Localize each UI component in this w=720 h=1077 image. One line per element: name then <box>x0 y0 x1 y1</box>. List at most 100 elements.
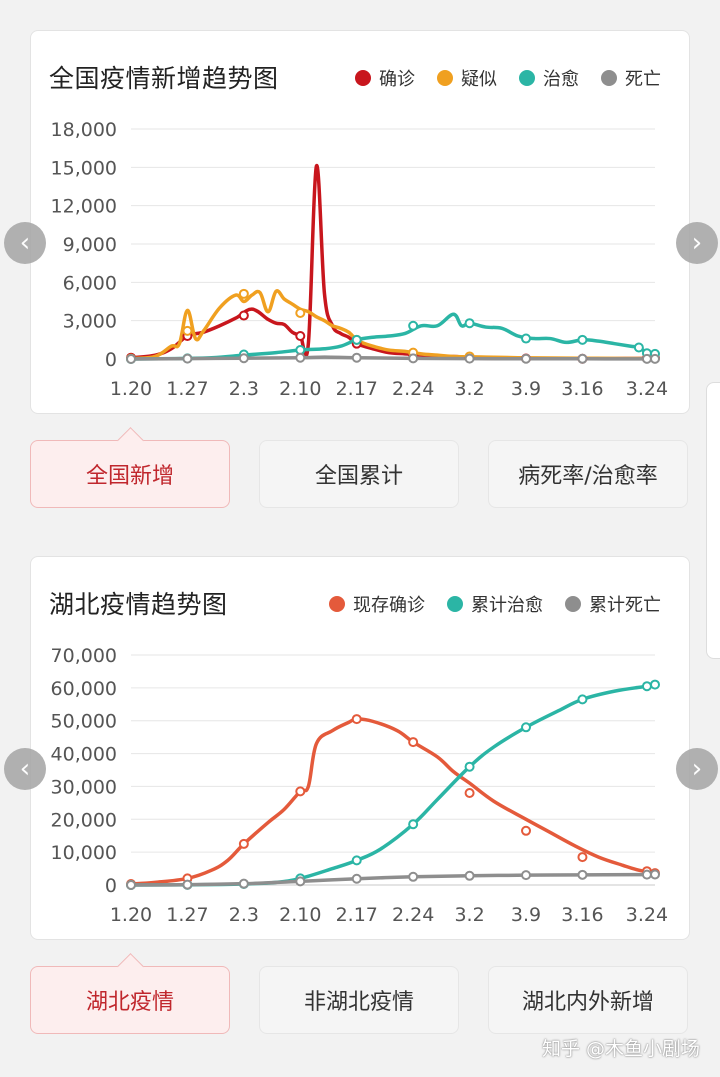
data-point[interactable] <box>464 353 475 364</box>
data-point[interactable] <box>182 879 193 890</box>
tab-label: 全国累计 <box>314 464 403 489</box>
data-point[interactable] <box>238 353 249 364</box>
tab-label: 湖北内外新增 <box>521 990 654 1015</box>
national-tabs: 全国新增 全国累计 病死率/治愈率 <box>30 427 690 508</box>
data-point[interactable] <box>641 869 652 880</box>
data-point[interactable] <box>238 310 249 321</box>
legend-dot <box>355 70 371 86</box>
legend-item-total-cured[interactable]: 累计治愈 <box>447 591 543 617</box>
data-point[interactable] <box>464 761 475 772</box>
tab-label: 病死率/治愈率 <box>518 464 658 489</box>
x-tick-label: 1.27 <box>166 904 208 926</box>
chart-title: 全国疫情新增趋势图 <box>49 64 279 93</box>
data-point[interactable] <box>577 353 588 364</box>
tab-non-hubei[interactable]: 非湖北疫情 <box>259 966 459 1034</box>
data-point[interactable] <box>464 788 475 798</box>
legend-label: 现存确诊 <box>353 595 425 616</box>
data-point[interactable] <box>464 318 475 329</box>
data-point[interactable] <box>521 870 532 881</box>
edge-panel <box>706 382 720 659</box>
x-tick-label: 1.20 <box>110 904 152 926</box>
chart1-next-button[interactable]: › <box>676 222 718 264</box>
data-point[interactable] <box>351 873 362 884</box>
series-line <box>129 872 658 887</box>
data-point[interactable] <box>641 681 652 692</box>
legend-dot <box>447 596 463 612</box>
data-point[interactable] <box>182 353 193 364</box>
legend-dot <box>565 596 581 612</box>
y-tick-label: 9,000 <box>63 234 117 256</box>
data-point[interactable] <box>521 825 532 836</box>
y-tick-label: 40,000 <box>51 744 117 766</box>
y-tick-label: 70,000 <box>51 645 117 667</box>
data-point[interactable] <box>295 352 306 363</box>
series-line <box>129 717 657 886</box>
data-point[interactable] <box>408 819 419 830</box>
tab-fatality-cure-rate[interactable]: 病死率/治愈率 <box>488 440 688 508</box>
data-point[interactable] <box>182 325 193 336</box>
chart-title: 湖北疫情趋势图 <box>49 590 228 619</box>
data-point[interactable] <box>351 855 362 866</box>
x-tick-label: 2.17 <box>336 904 378 926</box>
data-point[interactable] <box>351 334 362 345</box>
data-point[interactable] <box>577 334 588 345</box>
x-tick-label: 3.2 <box>454 378 484 400</box>
legend-item-cured[interactable]: 治愈 <box>519 65 579 91</box>
y-tick-label: 3,000 <box>63 311 117 333</box>
x-tick-label: 2.24 <box>392 904 434 926</box>
data-point[interactable] <box>238 288 249 299</box>
data-point[interactable] <box>126 880 136 890</box>
watermark: 知乎 @木鱼小剧场 <box>541 1038 700 1060</box>
data-point[interactable] <box>238 878 249 889</box>
tab-national-new[interactable]: 全国新增 <box>30 427 230 508</box>
data-point[interactable] <box>633 342 644 353</box>
x-tick-label: 2.10 <box>279 378 321 400</box>
x-tick-label: 3.9 <box>511 904 541 926</box>
data-point[interactable] <box>577 852 588 863</box>
data-point[interactable] <box>464 870 475 881</box>
tab-label: 湖北疫情 <box>85 990 174 1015</box>
legend-item-confirmed[interactable]: 确诊 <box>355 65 415 91</box>
data-point[interactable] <box>408 320 419 331</box>
tab-national-cumulative[interactable]: 全国累计 <box>259 440 459 508</box>
chart1-prev-button[interactable]: ‹ <box>4 222 46 264</box>
data-point[interactable] <box>295 308 306 318</box>
legend-item-total-deaths[interactable]: 累计死亡 <box>565 591 661 617</box>
data-point[interactable] <box>295 786 306 797</box>
data-point[interactable] <box>408 871 419 882</box>
y-tick-label: 15,000 <box>51 157 117 179</box>
series-line <box>129 355 658 361</box>
legend-item-suspected[interactable]: 疑似 <box>437 65 497 91</box>
legend-item-current-confirmed[interactable]: 现存确诊 <box>329 591 425 617</box>
legend-dot <box>519 70 535 86</box>
legend: 现存确诊 累计治愈 累计死亡 <box>307 591 661 617</box>
legend-dot <box>329 596 345 612</box>
x-tick-label: 3.24 <box>626 378 668 400</box>
tab-hubei[interactable]: 湖北疫情 <box>30 953 230 1034</box>
data-point[interactable] <box>577 694 588 705</box>
data-point[interactable] <box>521 333 532 344</box>
data-point[interactable] <box>521 722 532 733</box>
data-point[interactable] <box>577 869 588 880</box>
y-tick-label: 0 <box>105 875 117 897</box>
hubei-line-chart: 70,000 60,000 50,000 40,000 30,000 20,000 10,0… <box>51 645 669 926</box>
data-point[interactable] <box>238 838 249 849</box>
data-point[interactable] <box>650 869 660 880</box>
legend-item-deaths[interactable]: 死亡 <box>601 65 661 91</box>
data-point[interactable] <box>295 331 306 341</box>
data-point[interactable] <box>351 352 362 363</box>
tab-hubei-inside-outside-new[interactable]: 湖北内外新增 <box>488 966 688 1034</box>
data-point[interactable] <box>650 353 660 364</box>
data-point[interactable] <box>295 876 306 887</box>
data-point[interactable] <box>641 353 652 364</box>
data-point[interactable] <box>521 353 532 364</box>
chart2-prev-button[interactable]: ‹ <box>4 748 46 790</box>
chart2-next-button[interactable]: › <box>676 748 718 790</box>
data-point[interactable] <box>650 679 660 690</box>
data-point[interactable] <box>408 737 419 748</box>
legend-label: 累计治愈 <box>471 595 543 616</box>
data-point[interactable] <box>408 353 419 364</box>
data-point[interactable] <box>126 354 136 364</box>
data-point[interactable] <box>351 714 362 725</box>
y-tick-label: 18,000 <box>51 119 117 141</box>
